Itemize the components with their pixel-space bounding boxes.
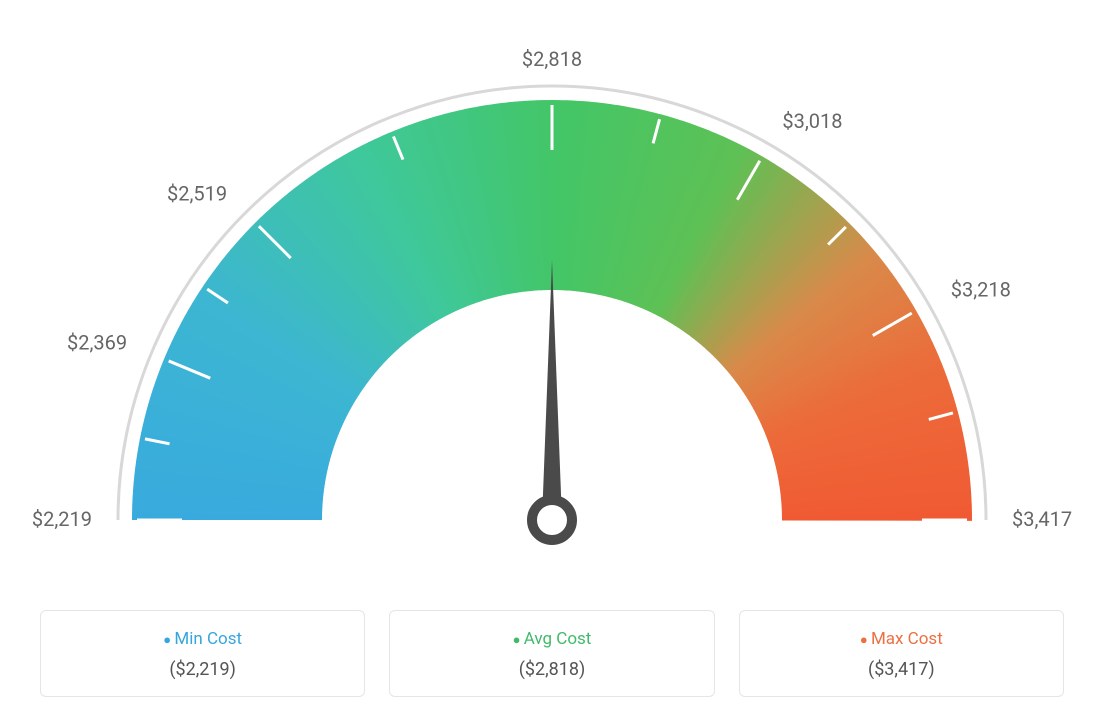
- legend-title: Min Cost: [51, 629, 354, 649]
- gauge-tick-label: $2,519: [167, 181, 227, 205]
- legend-title: Avg Cost: [400, 629, 703, 649]
- cost-gauge-chart: $2,219 $2,369 $2,519 $2,818 $3,018 $3,218 $3,4…: [20, 20, 1084, 697]
- legend-title: Max Cost: [750, 629, 1053, 649]
- gauge-needle: [542, 260, 562, 520]
- gauge-tick-label: $2,369: [67, 331, 127, 355]
- gauge-tick-label: $3,018: [782, 109, 842, 133]
- legend-value: ($3,417): [750, 659, 1053, 680]
- legend-row: Min Cost ($2,219) Avg Cost ($2,818) Max Cost…: [20, 610, 1084, 697]
- legend-value: ($2,219): [51, 659, 354, 680]
- gauge-svg-wrap: $2,219 $2,369 $2,519 $2,818 $3,018 $3,218 $3,4…: [20, 20, 1084, 580]
- gauge-tick-label: $2,219: [32, 507, 92, 531]
- legend-card-avg: Avg Cost ($2,818): [389, 610, 714, 697]
- gauge-tick-label: $3,218: [951, 278, 1011, 302]
- legend-card-max: Max Cost ($3,417): [739, 610, 1064, 697]
- gauge-tick-label: $2,818: [522, 47, 582, 71]
- gauge-arc: $2,219 $2,369 $2,519 $2,818 $3,018 $3,218 $3,4…: [20, 20, 1084, 580]
- legend-value: ($2,818): [400, 659, 703, 680]
- gauge-needle-hub: [532, 500, 572, 540]
- gauge-tick-label: $3,417: [1012, 507, 1072, 531]
- legend-card-min: Min Cost ($2,219): [40, 610, 365, 697]
